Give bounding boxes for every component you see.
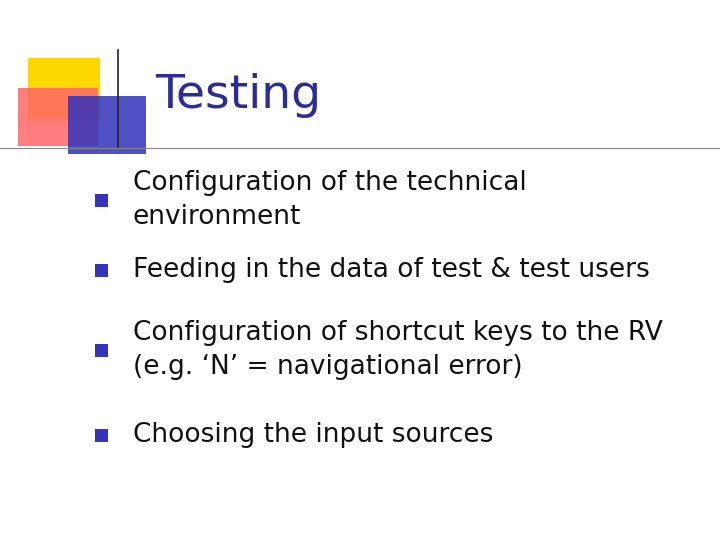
Text: Configuration of shortcut keys to the RV
(e.g. ‘N’ = navigational error): Configuration of shortcut keys to the RV…	[133, 321, 662, 380]
Bar	[28, 58, 100, 120]
Text: Testing: Testing	[155, 72, 321, 118]
Bar	[68, 96, 146, 154]
Text: Choosing the input sources: Choosing the input sources	[133, 422, 493, 448]
Bar	[95, 264, 108, 277]
Bar	[95, 344, 108, 357]
Text: Feeding in the data of test & test users: Feeding in the data of test & test users	[133, 257, 649, 283]
Bar	[95, 429, 108, 442]
Text: Configuration of the technical
environment: Configuration of the technical environme…	[133, 171, 527, 230]
Bar	[18, 88, 98, 146]
Bar	[95, 194, 108, 207]
